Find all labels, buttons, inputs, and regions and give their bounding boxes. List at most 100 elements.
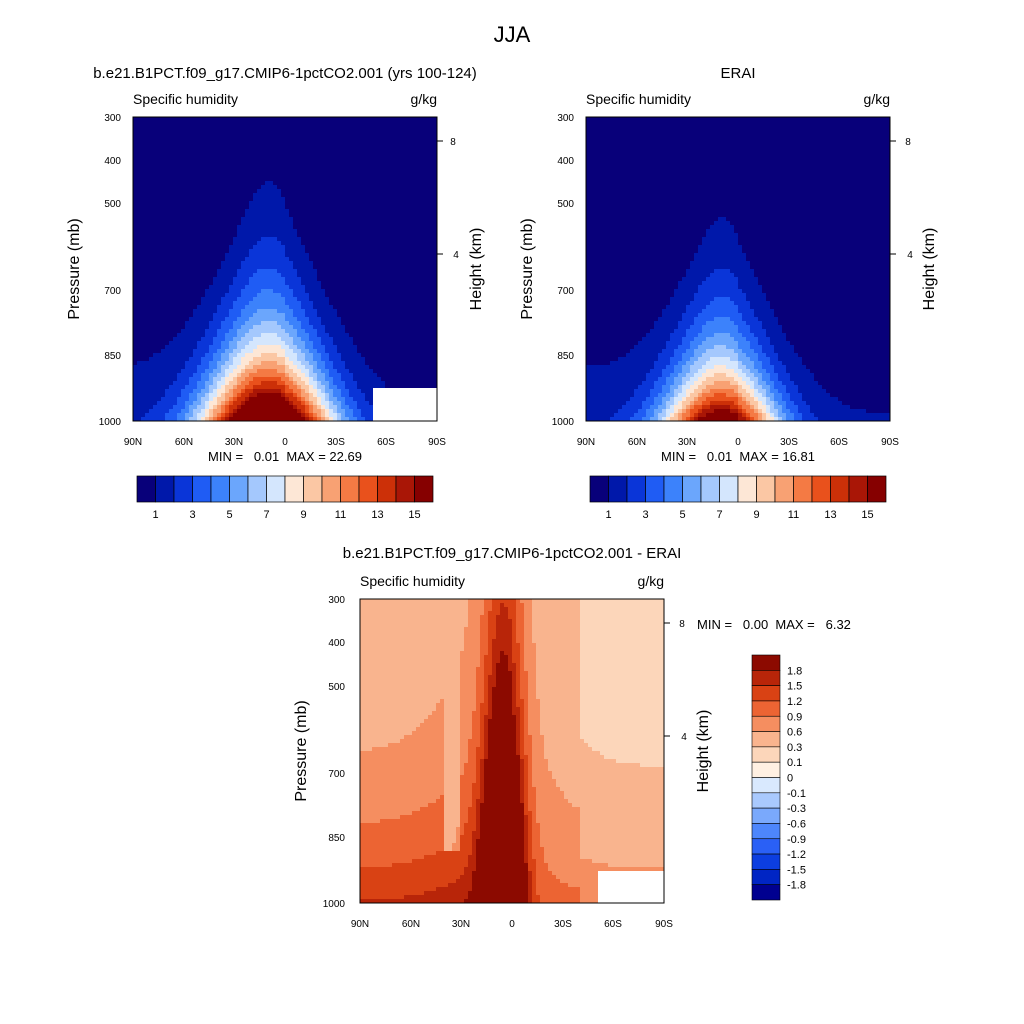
field-cell <box>309 337 314 342</box>
field-cell <box>361 269 366 274</box>
field-cell <box>361 369 366 374</box>
field-cell <box>409 117 414 122</box>
field-cell <box>149 149 154 154</box>
field-cell <box>417 325 422 330</box>
field-cell <box>205 337 210 342</box>
field-cell <box>137 169 142 174</box>
field-cell <box>153 185 158 190</box>
field-cell <box>177 237 182 242</box>
field-cell <box>177 181 182 186</box>
field-cell <box>269 269 274 274</box>
field-cell <box>161 361 166 366</box>
field-cell <box>289 193 294 198</box>
field-cell <box>205 125 210 130</box>
field-cell <box>377 245 382 250</box>
field-cell <box>321 225 326 230</box>
field-cell <box>309 317 314 322</box>
field-cell <box>333 225 338 230</box>
field-cell <box>189 153 194 158</box>
field-cell <box>329 129 334 134</box>
field-cell <box>285 177 290 182</box>
field-cell <box>257 365 262 370</box>
field-cell <box>305 325 310 330</box>
field-cell <box>305 265 310 270</box>
field-cell <box>145 145 150 150</box>
field-cell <box>205 273 210 278</box>
field-cell <box>141 281 146 286</box>
field-cell <box>197 173 202 178</box>
field-cell <box>185 125 190 130</box>
field-cell <box>365 137 370 142</box>
field-cell <box>177 117 182 122</box>
field-cell <box>373 305 378 310</box>
field-cell <box>277 133 282 138</box>
field-cell <box>189 269 194 274</box>
field-cell <box>357 325 362 330</box>
field-cell <box>173 333 178 338</box>
field-cell <box>277 297 282 302</box>
field-cell <box>221 177 226 182</box>
field-cell <box>369 229 374 234</box>
field-cell <box>233 129 238 134</box>
field-cell <box>149 133 154 138</box>
field-cell <box>221 265 226 270</box>
field-cell <box>173 277 178 282</box>
field-cell <box>193 357 198 362</box>
field-cell <box>269 129 274 134</box>
field-cell <box>337 241 342 246</box>
field-cell <box>389 365 394 370</box>
field-cell <box>409 333 414 338</box>
field-cell <box>297 225 302 230</box>
field-cell <box>181 137 186 142</box>
field-cell <box>325 125 330 130</box>
field-cell <box>169 345 174 350</box>
field-cell <box>133 165 138 170</box>
field-cell <box>265 373 270 378</box>
field-cell <box>269 125 274 130</box>
field-cell <box>221 353 226 358</box>
field-cell <box>241 189 246 194</box>
field-cell <box>309 313 314 318</box>
field-cell <box>365 205 370 210</box>
field-cell <box>261 145 266 150</box>
field-cell <box>145 333 150 338</box>
field-cell <box>253 269 258 274</box>
field-cell <box>197 149 202 154</box>
field-cell <box>349 321 354 326</box>
field-cell <box>413 345 418 350</box>
field-cell <box>357 301 362 306</box>
field-cell <box>217 289 222 294</box>
field-cell <box>337 297 342 302</box>
field-cell <box>253 313 258 318</box>
field-cell <box>301 121 306 126</box>
field-cell <box>145 189 150 194</box>
field-cell <box>197 133 202 138</box>
field-cell <box>381 133 386 138</box>
field-cell <box>297 329 302 334</box>
field-cell <box>237 293 242 298</box>
field-cell <box>261 253 266 258</box>
field-cell <box>293 373 298 378</box>
field-cell <box>293 321 298 326</box>
field-cell <box>185 365 190 370</box>
field-cell <box>245 269 250 274</box>
field-cell <box>193 245 198 250</box>
field-cell <box>201 245 206 250</box>
field-cell <box>133 345 138 350</box>
field-cell <box>217 341 222 346</box>
field-cell <box>137 189 142 194</box>
field-cell <box>389 309 394 314</box>
field-cell <box>405 357 410 362</box>
field-cell <box>353 189 358 194</box>
field-cell <box>293 325 298 330</box>
field-cell <box>273 349 278 354</box>
field-cell <box>333 145 338 150</box>
field-cell <box>257 313 262 318</box>
field-cell <box>237 173 242 178</box>
field-cell <box>213 233 218 238</box>
field-cell <box>133 137 138 142</box>
field-cell <box>333 365 338 370</box>
field-cell <box>145 157 150 162</box>
field-cell <box>349 221 354 226</box>
field-cell <box>157 245 162 250</box>
